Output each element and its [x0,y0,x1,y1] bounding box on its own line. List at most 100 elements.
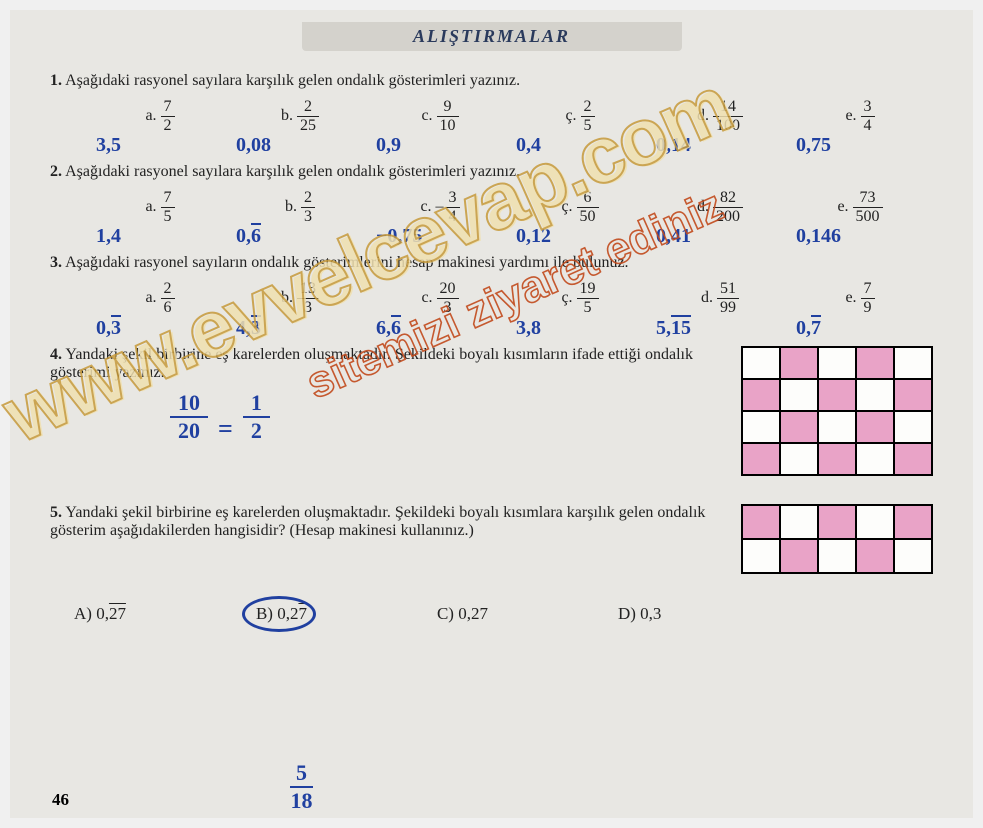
grid-cell [894,379,932,411]
fraction: 82200 [713,189,743,225]
grid-cell [894,347,932,379]
item-label: c. [420,198,431,216]
question-2: 2. Aşağıdaki rasyonel sayılara karşılık … [50,163,933,248]
q4-equals: = [218,414,233,444]
handwritten-answer: −0,75 [370,225,510,248]
grid-cell [894,505,932,539]
grid-cell [780,347,818,379]
fraction-item: e. 73500 [790,189,930,225]
item-label: d. [697,198,709,216]
q1-num: 1. [50,72,62,89]
grid-cell [780,539,818,573]
fraction: 14100 [713,98,743,134]
grid-cell [818,379,856,411]
question-4: 4. Yandaki şekil birbirine eş karelerden… [50,346,933,476]
grid-cell [818,347,856,379]
fraction: 23 [301,189,315,225]
grid-cell [780,411,818,443]
fraction: 34 [861,98,875,134]
handwritten-answer: 0,6 [230,225,370,248]
fraction-item: d.14100 [650,98,790,134]
fraction: 73500 [853,189,883,225]
q5-grid [741,504,933,574]
item-label: b. [285,198,297,216]
grid-cell [742,379,780,411]
grid-cell [780,505,818,539]
q4-frac1: 10 20 [170,390,208,444]
item-label: b. [281,289,293,307]
mc-option[interactable]: C) 0,27 [437,604,488,624]
item-label: ç. [565,107,576,125]
q4-num: 4. [50,346,62,363]
item-label: ç. [561,198,572,216]
handwritten-answer: 5,15 [650,317,790,340]
q5-text-block: 5. Yandaki şekil birbirine eş karelerden… [50,504,723,548]
mc-option[interactable]: D) 0,3 [618,604,661,624]
q4-frac2: 1 2 [243,390,270,444]
content-area: 1. Aşağıdaki rasyonel sayılara karşılık … [50,28,933,624]
fraction: 5199 [717,280,739,316]
q4-text: 4. Yandaki şekil birbirine eş karelerden… [50,346,723,382]
fraction-item: a.75 [90,189,230,225]
fraction: 75 [161,189,175,225]
minus-sign: – [436,198,444,216]
page-number: 46 [52,790,69,810]
item-label: d. [701,289,713,307]
fraction-item: ç.195 [510,280,650,316]
question-5: 5. Yandaki şekil birbirine eş karelerden… [50,504,933,574]
fraction: 133 [297,280,319,316]
grid-cell [742,505,780,539]
q1-text: 1. Aşağıdaki rasyonel sayılara karşılık … [50,72,933,90]
fraction-item: e.34 [790,98,930,134]
fraction-item: d.82200 [650,189,790,225]
item-label: a. [145,107,156,125]
q2-prompt: Aşağıdaki rasyonel sayılara karşılık gel… [65,163,520,180]
q5-options: A) 0,27 B) 0,27 C) 0,27 D) 0,3 [50,604,933,624]
q4-text-block: 4. Yandaki şekil birbirine eş karelerden… [50,346,723,444]
fraction: 910 [437,98,459,134]
worksheet-page: www.evvelcevap.com sitemizi ziyaret edin… [10,10,973,818]
item-label: a. [145,289,156,307]
q3-fraction-row: a.26b.133c.203ç.195d.5199e.79 [50,280,933,316]
header-band: ALIŞTIRMALAR [302,22,682,51]
handwritten-answer: 1,4 [90,225,230,248]
grid-cell [894,411,932,443]
fraction-item: b.23 [230,189,370,225]
handwritten-answer: 4,3 [230,317,370,340]
q1-answer-row: 3,50,080,90,40,140,75 [50,134,933,157]
q5-bottom-fraction: 5 18 [290,760,313,814]
item-label: c. [421,107,432,125]
handwritten-answer: 0,75 [790,134,930,157]
fraction-item: c. 910 [370,98,510,134]
fraction: 225 [297,98,319,134]
fraction-item: ç.25 [510,98,650,134]
grid-cell [742,347,780,379]
item-label: b. [281,107,293,125]
fraction-item: b.225 [230,98,370,134]
grid-cell [856,505,894,539]
grid-cell [818,443,856,475]
fraction-item: e.79 [790,280,930,316]
mc-option[interactable]: B) 0,27 [256,604,307,624]
handwritten-answer: 0,12 [510,225,650,248]
fraction: 195 [577,280,599,316]
fraction-item: c.203 [370,280,510,316]
handwritten-answer: 6,6 [370,317,510,340]
q3-num: 3. [50,254,62,271]
handwritten-answer: 3,8 [510,317,650,340]
handwritten-answer: 0,08 [230,134,370,157]
fraction-item: ç.650 [510,189,650,225]
question-1: 1. Aşağıdaki rasyonel sayılara karşılık … [50,72,933,157]
item-label: d. [697,107,709,125]
handwritten-answer: 0,41 [650,225,790,248]
q4-handwriting: 10 20 = 1 2 [50,390,723,444]
item-label: e. [837,198,848,216]
mc-option[interactable]: A) 0,27 [74,604,126,624]
grid-cell [780,443,818,475]
q2-text: 2. Aşağıdaki rasyonel sayılara karşılık … [50,163,933,181]
fraction: 34 [446,189,460,225]
handwritten-answer: 0,14 [650,134,790,157]
fraction: 72 [161,98,175,134]
q1-prompt: Aşağıdaki rasyonel sayılara karşılık gel… [65,72,520,89]
q5-prompt: Yandaki şekil birbirine eş karelerden ol… [50,504,705,539]
